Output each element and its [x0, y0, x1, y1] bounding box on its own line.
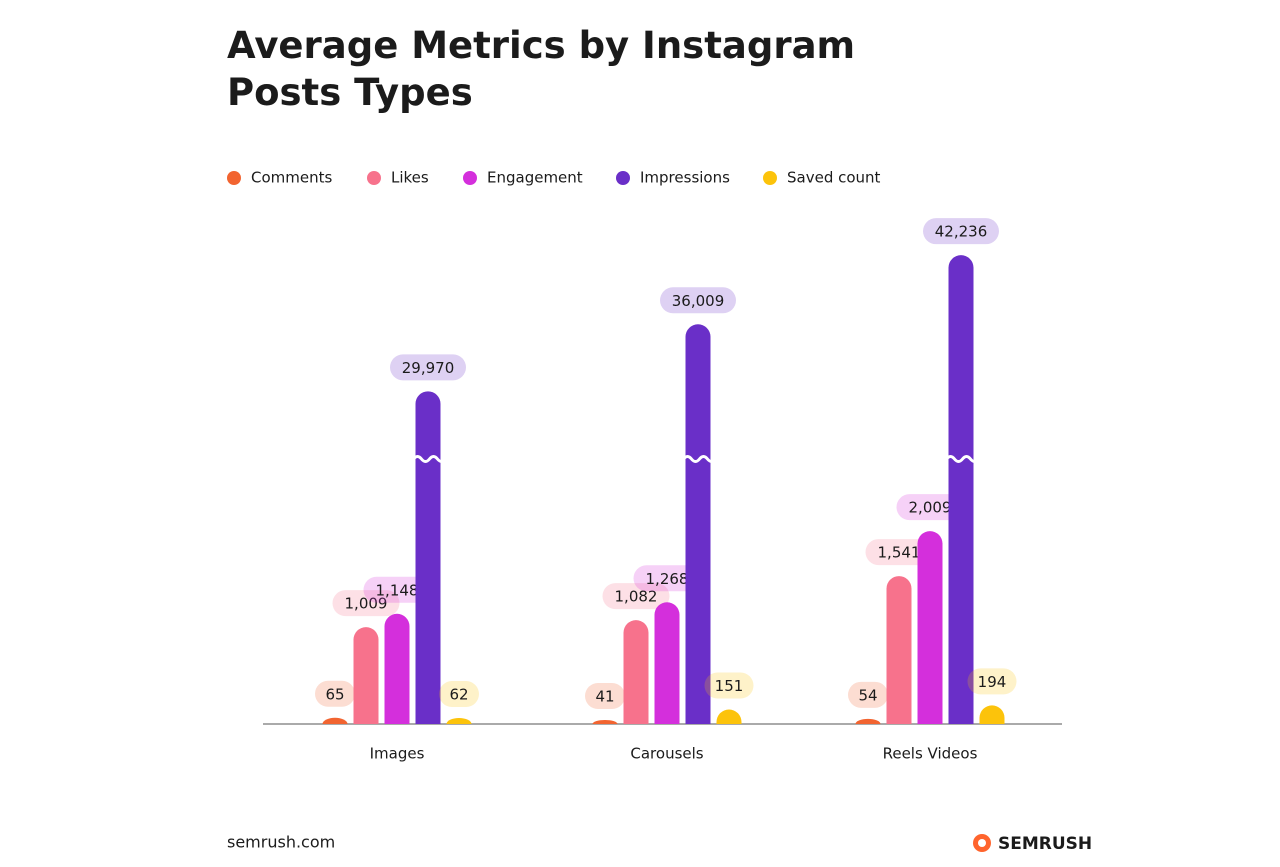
- title-line: Average Metrics by Instagram: [227, 24, 855, 67]
- legend-label: Engagement: [487, 169, 583, 187]
- bar: [415, 391, 441, 724]
- legend-label: Likes: [391, 169, 429, 187]
- legend-label: Comments: [251, 169, 332, 187]
- chart-title: Average Metrics by Instagram Posts Types: [227, 24, 855, 114]
- value-label: 2,009: [909, 499, 952, 517]
- value-label-bg: [896, 494, 964, 521]
- value-label-bg: [439, 681, 479, 708]
- legend-dot: [367, 171, 381, 185]
- bar: [716, 709, 742, 724]
- value-label-bg: [967, 668, 1017, 695]
- value-label: 41: [595, 688, 614, 706]
- value-label-bg: [865, 539, 933, 566]
- bar: [948, 255, 974, 724]
- value-label: 151: [715, 677, 744, 695]
- value-label-bg: [633, 565, 701, 592]
- axis-break: [412, 455, 447, 463]
- x-tick-label: Images: [370, 745, 425, 763]
- axis-break: [682, 455, 717, 463]
- value-label-bg: [363, 576, 431, 603]
- value-label-bg: [390, 354, 466, 381]
- bar: [322, 717, 348, 724]
- value-label-bg: [923, 218, 999, 245]
- value-label: 42,236: [935, 223, 988, 241]
- legend-dot: [616, 171, 630, 185]
- value-label: 1,541: [878, 544, 921, 562]
- bar: [384, 613, 410, 724]
- bar: [623, 620, 649, 724]
- title-line: Posts Types: [227, 71, 473, 114]
- value-label: 62: [449, 686, 468, 704]
- bar: [855, 718, 881, 724]
- value-label: 1,148: [376, 581, 419, 599]
- bar: [654, 602, 680, 724]
- brand: SEMRUSH: [998, 834, 1092, 854]
- value-label: 54: [858, 686, 877, 704]
- legend-label: Impressions: [640, 169, 730, 187]
- value-label: 194: [978, 673, 1007, 691]
- legend-dot: [763, 171, 777, 185]
- value-label: 1,082: [615, 588, 658, 606]
- x-tick-label: Carousels: [630, 745, 703, 763]
- footer: semrush.com: [227, 833, 335, 852]
- axis-break: [945, 455, 980, 463]
- bar: [917, 531, 943, 724]
- value-label-bg: [602, 583, 670, 610]
- legend-dot: [227, 171, 241, 185]
- x-tick-label: Reels Videos: [883, 745, 978, 763]
- value-label-bg: [848, 681, 888, 708]
- bar: [353, 627, 379, 724]
- bar: [592, 720, 618, 724]
- value-label-bg: [660, 287, 736, 314]
- value-label: 36,009: [672, 292, 725, 310]
- value-label-bg: [332, 590, 400, 617]
- legend-dot: [463, 171, 477, 185]
- bar: [886, 576, 912, 724]
- bar: [979, 705, 1005, 724]
- value-label-bg: [585, 683, 625, 709]
- value-label: 29,970: [402, 359, 455, 377]
- bar: [446, 718, 472, 724]
- value-label: 1,268: [646, 570, 689, 588]
- value-label: 1,009: [345, 595, 388, 613]
- legend-label: Saved count: [787, 169, 881, 187]
- brand-logo: SEMRUSH: [973, 834, 1092, 854]
- bar: [685, 324, 711, 724]
- value-label-bg: [704, 672, 754, 699]
- value-label-bg: [315, 680, 355, 707]
- value-label: 65: [325, 685, 344, 703]
